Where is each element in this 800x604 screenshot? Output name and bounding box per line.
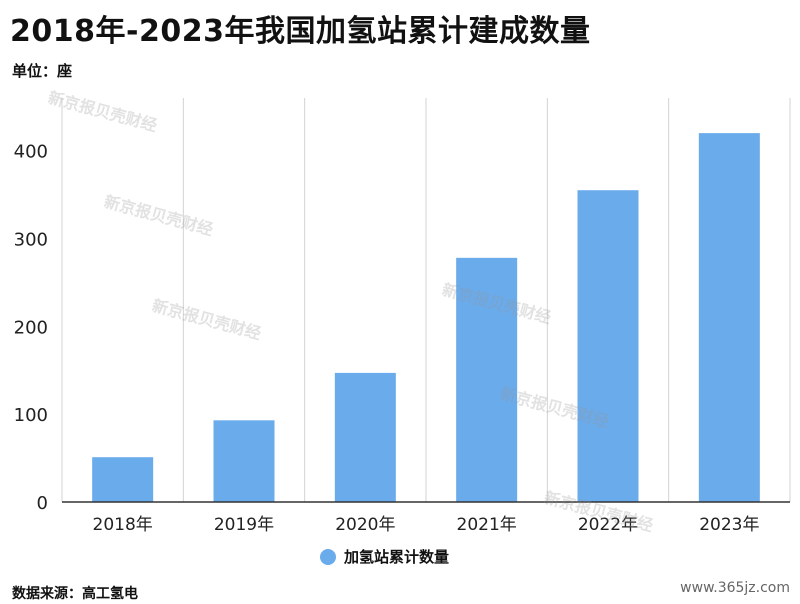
bar	[213, 420, 275, 502]
bar-chart: 0 100 200 300 400 2018年 2019年 2020年 2021年 2022年 20…	[14, 98, 791, 535]
y-tick-label: 100	[14, 405, 48, 426]
unit-label: 单位：座	[12, 62, 73, 80]
legend: 加氢站累计数量	[320, 546, 449, 567]
x-tick-label: 2019年	[214, 515, 274, 535]
x-tick-label: 2022年	[578, 515, 638, 535]
chart-title: 2018年-2023年我国加氢站累计建成数量	[10, 14, 591, 49]
bar	[577, 190, 639, 502]
bar	[334, 372, 396, 502]
legend-swatch	[320, 548, 336, 565]
bar	[698, 133, 760, 502]
x-tick-label: 2018年	[93, 515, 153, 535]
x-tick-label: 2020年	[335, 515, 395, 535]
site-watermark: www.365jz.com	[680, 580, 790, 596]
data-source: 数据来源：高工氢电	[12, 586, 138, 602]
y-tick-label: 200	[14, 317, 48, 338]
bar	[92, 457, 154, 502]
y-tick-label: 0	[37, 493, 48, 514]
y-tick-label: 300	[14, 230, 48, 251]
bar	[456, 257, 518, 502]
x-tick-label: 2021年	[457, 515, 517, 535]
y-tick-label: 400	[14, 142, 48, 163]
legend-label: 加氢站累计数量	[344, 548, 450, 566]
x-tick-label: 2023年	[699, 515, 759, 535]
